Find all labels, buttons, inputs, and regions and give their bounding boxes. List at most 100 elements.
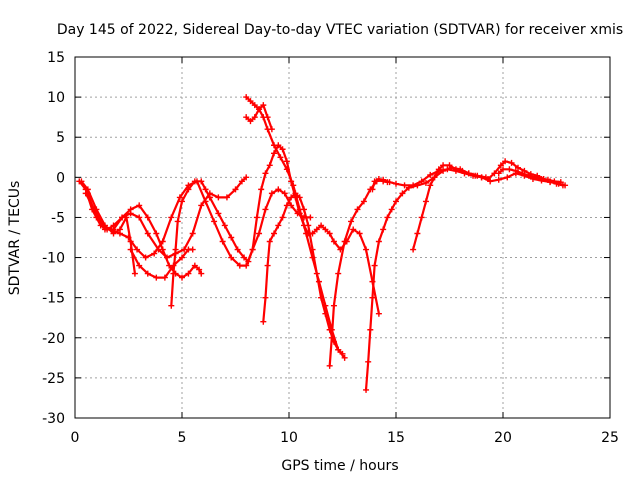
data-point — [142, 254, 149, 261]
data-point — [313, 270, 320, 277]
data-point — [288, 194, 295, 201]
data-point — [500, 166, 506, 173]
data-point — [330, 238, 337, 245]
data-point — [125, 234, 132, 241]
data-point — [514, 164, 521, 171]
y-tick-label: -10 — [42, 251, 65, 267]
data-point — [519, 170, 526, 177]
data-point — [264, 262, 271, 269]
data-point — [440, 167, 447, 174]
y-tick-label: -25 — [42, 371, 65, 387]
data-point — [538, 175, 545, 182]
data-point — [256, 230, 263, 237]
data-point — [446, 162, 453, 169]
data-point — [234, 246, 241, 253]
data-point — [292, 190, 299, 197]
y-axis-label: SDTVAR / TECUs — [7, 181, 23, 296]
data-point — [161, 274, 168, 281]
data-point — [228, 254, 235, 261]
data-point — [189, 230, 196, 237]
series-track-3 — [84, 180, 312, 267]
data-point — [131, 270, 138, 277]
data-point — [136, 202, 143, 209]
plot-frame — [74, 56, 611, 419]
data-point — [375, 238, 382, 245]
data-point — [144, 270, 151, 277]
data-point — [309, 246, 316, 253]
data-point — [179, 274, 185, 281]
series-track-4 — [86, 192, 203, 279]
data-point — [256, 106, 263, 113]
data-point — [236, 262, 243, 269]
series-track-6 — [170, 180, 211, 307]
data-point — [262, 294, 269, 301]
data-point — [228, 234, 235, 241]
data-point — [264, 126, 271, 133]
data-point — [219, 238, 226, 245]
series-layer — [76, 94, 569, 393]
data-point — [251, 102, 258, 109]
data-point — [144, 230, 151, 237]
data-point — [348, 218, 355, 225]
data-point — [93, 214, 100, 221]
data-point — [221, 222, 228, 229]
data-point — [369, 186, 376, 193]
data-point — [191, 262, 198, 269]
data-point — [322, 310, 329, 317]
data-point — [393, 198, 399, 205]
x-axis-label: GPS time / hours — [281, 458, 398, 474]
data-point — [495, 170, 502, 177]
data-point — [283, 166, 290, 173]
data-point — [388, 206, 395, 213]
data-point — [144, 214, 151, 221]
data-point — [380, 226, 387, 233]
grid — [75, 57, 610, 418]
data-point — [211, 218, 218, 225]
data-point — [223, 194, 230, 201]
y-tick-label: -15 — [42, 291, 65, 307]
data-point — [232, 186, 239, 193]
data-point — [512, 167, 519, 174]
data-point — [110, 226, 117, 233]
data-point — [191, 178, 198, 185]
data-point — [196, 266, 203, 273]
data-point — [307, 214, 314, 221]
data-point — [551, 178, 558, 185]
x-tick-label: 20 — [494, 430, 512, 446]
data-point — [335, 346, 342, 353]
data-point — [271, 142, 278, 149]
data-point — [281, 190, 288, 197]
data-point — [504, 174, 511, 181]
data-point — [206, 194, 213, 201]
data-point — [341, 238, 348, 245]
y-tick-label: 0 — [56, 170, 65, 186]
y-tick-label: -30 — [42, 411, 65, 427]
data-point — [245, 258, 252, 265]
series-track-14 — [412, 160, 564, 251]
data-point — [189, 246, 196, 253]
data-point — [371, 178, 378, 185]
data-point — [268, 190, 275, 197]
data-point — [136, 262, 143, 269]
data-point — [271, 230, 278, 237]
data-point — [506, 166, 513, 173]
data-point — [393, 180, 399, 187]
data-point — [435, 166, 442, 173]
data-point — [198, 202, 205, 209]
data-point — [198, 270, 205, 277]
data-point — [431, 174, 438, 181]
data-point — [283, 158, 290, 165]
data-point — [266, 238, 273, 245]
data-point — [365, 358, 372, 365]
data-point — [277, 154, 284, 161]
data-point — [508, 159, 515, 166]
data-point — [127, 206, 134, 213]
data-point — [168, 302, 175, 309]
data-point — [525, 172, 532, 179]
data-point — [275, 186, 282, 193]
data-point — [174, 218, 181, 225]
data-point — [363, 386, 370, 393]
data-point — [185, 186, 192, 193]
data-point — [262, 206, 269, 213]
data-point — [485, 175, 492, 182]
